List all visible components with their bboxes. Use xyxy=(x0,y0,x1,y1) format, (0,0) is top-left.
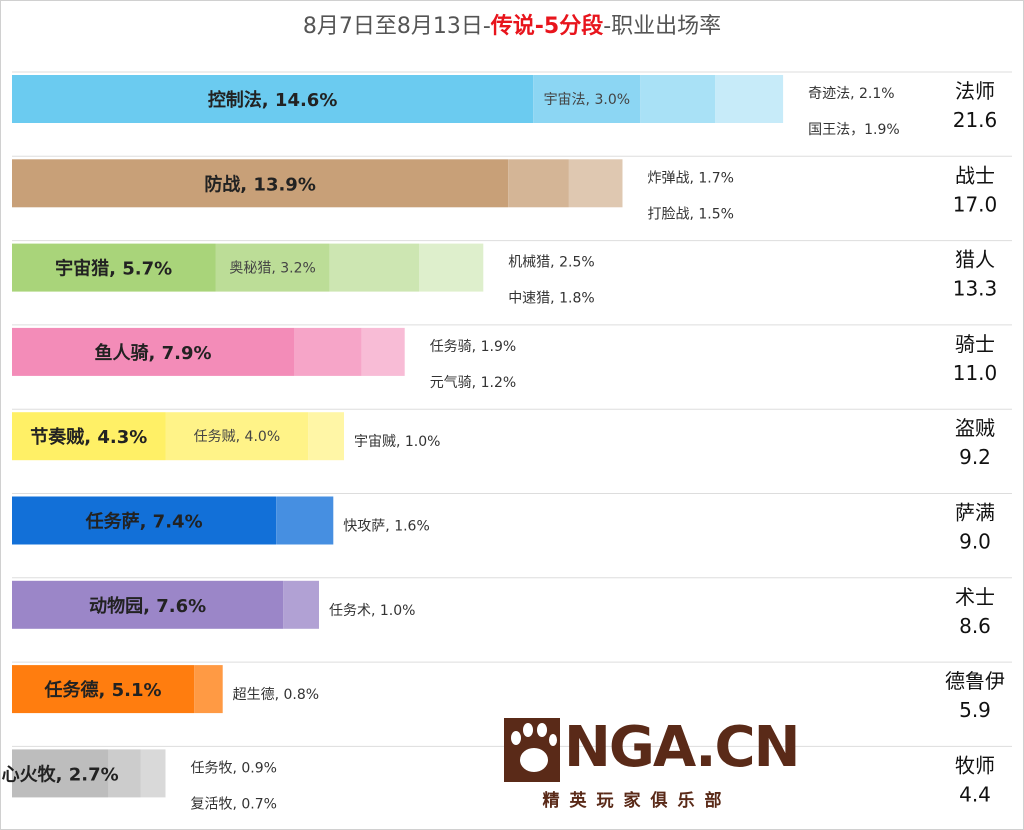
outside-label: 超生德, 0.8% xyxy=(233,687,319,703)
segment-label: 奥秘猎, 3.2% xyxy=(229,260,315,277)
class-total: 11.0 xyxy=(953,361,998,385)
paw-logo-icon xyxy=(504,718,560,782)
outside-label: 中速猎, 1.8% xyxy=(508,291,594,307)
title-prefix: 8月7日至8月13日- xyxy=(302,14,491,39)
class-name: 德鲁伊 xyxy=(945,669,1005,693)
class-total: 17.0 xyxy=(953,192,998,216)
class-total: 9.0 xyxy=(959,530,991,554)
outside-label: 国王法，1.9% xyxy=(808,122,900,138)
class-total: 13.3 xyxy=(953,277,998,301)
main-deck-label: 节奏贼, 4.3% xyxy=(30,426,147,448)
outside-label: 任务术, 1.0% xyxy=(329,603,415,619)
main-deck-label: 心火牧, 2.7% xyxy=(2,763,119,785)
bar-segment-宇宙猎 xyxy=(12,243,216,292)
outside-label: 任务牧, 0.9% xyxy=(191,760,277,776)
bar-segment-防战 xyxy=(12,159,509,208)
bar-segment-任务术 xyxy=(283,580,319,629)
class-total: 9.2 xyxy=(959,445,991,469)
segment-label: 宇宙法, 3.0% xyxy=(544,92,630,108)
outside-label: 元气骑, 1.2% xyxy=(430,375,516,391)
title-suffix: -职业出场率 xyxy=(603,14,722,39)
main-deck-label: 动物园, 7.6% xyxy=(89,595,206,617)
bar-segment-机械猎 xyxy=(329,243,419,292)
class-name: 骑士 xyxy=(955,332,995,356)
bar-segment-任务骑 xyxy=(294,327,362,376)
title-highlight: 传说-5分段 xyxy=(490,14,604,39)
bar-segment-超生德 xyxy=(194,665,223,714)
bar-segment-炸弹战 xyxy=(508,159,569,208)
bar-segment-心火牧 xyxy=(12,749,109,798)
bar-segment-中速猎 xyxy=(419,243,484,292)
main-deck-label: 任务德, 5.1% xyxy=(43,679,161,701)
class-total: 8.6 xyxy=(959,614,991,638)
main-deck-label: 控制法, 14.6% xyxy=(208,89,338,111)
outside-label: 快攻萨, 1.6% xyxy=(343,519,429,535)
bar-segment-节奏贼 xyxy=(12,412,166,461)
bar-segment-任务萨 xyxy=(12,496,277,545)
class-name: 术士 xyxy=(955,585,995,609)
bar-segment-任务贼 xyxy=(165,412,309,461)
bar-segment-宇宙法 xyxy=(533,75,641,123)
outside-label: 打脸战, 1.5% xyxy=(648,205,734,222)
outside-label: 复活牧, 0.7% xyxy=(191,795,277,812)
chart-title: 8月7日至8月13日-传说-5分段-职业出场率 xyxy=(0,8,1024,40)
bar-segment-宇宙贼 xyxy=(308,412,344,461)
bar-segment-鱼人骑 xyxy=(12,327,294,376)
class-total: 5.9 xyxy=(959,698,991,722)
class-name: 牧师 xyxy=(955,753,995,777)
bar-segment-元气骑 xyxy=(361,327,405,376)
bar-segment-动物园 xyxy=(12,580,284,629)
outside-label: 任务骑, 1.9% xyxy=(430,339,516,355)
nga-watermark: NGA.CN 精英玩家俱乐部 xyxy=(504,712,800,811)
watermark-text: NGA.CN xyxy=(564,715,800,780)
class-name: 战士 xyxy=(955,163,995,187)
bar-segment-奥秘猎 xyxy=(215,243,330,292)
class-name: 猎人 xyxy=(955,248,995,272)
outside-label: 机械猎, 2.5% xyxy=(508,255,594,271)
class-total: 4.4 xyxy=(959,782,991,806)
class-name: 盗贼 xyxy=(955,416,995,440)
class-name: 法师 xyxy=(955,79,995,103)
outside-label: 奇迹法, 2.1% xyxy=(808,85,894,102)
bar-segment-快攻萨 xyxy=(276,496,334,545)
outside-label: 炸弹战, 1.7% xyxy=(648,170,734,186)
bar-segment-打脸战 xyxy=(568,159,623,208)
outside-label: 宇宙贼, 1.0% xyxy=(354,434,440,450)
main-deck-label: 防战, 13.9% xyxy=(204,173,316,195)
class-total: 21.6 xyxy=(953,108,998,132)
segment-label: 任务贼, 4.0% xyxy=(194,429,280,445)
main-deck-label: 鱼人骑, 7.9% xyxy=(94,342,211,364)
class-name: 萨满 xyxy=(955,501,995,525)
watermark-slogan: 精英玩家俱乐部 xyxy=(542,791,732,811)
bar-segment-任务牧 xyxy=(108,749,141,798)
bar-segment-国王法 xyxy=(715,75,784,123)
main-deck-label: 任务萨, 7.4% xyxy=(85,511,203,533)
bar-segment-奇迹法 xyxy=(640,75,716,123)
main-deck-label: 宇宙猎, 5.7% xyxy=(55,258,172,280)
bar-segment-任务德 xyxy=(12,665,195,714)
bar-segment-复活牧 xyxy=(140,749,166,798)
bar-segment-控制法 xyxy=(12,75,534,123)
